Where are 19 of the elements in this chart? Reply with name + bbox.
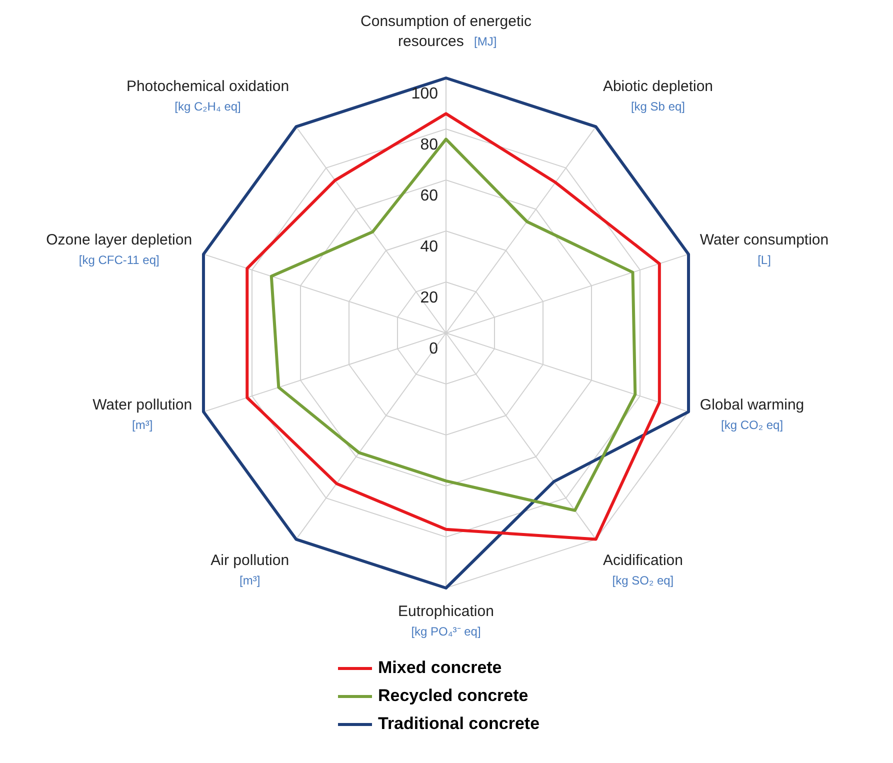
spoke-label: Global warming [kg CO₂ eq] [700, 396, 804, 432]
spoke-label: Air pollution [m³] [210, 552, 290, 588]
spoke-label: Abiotic depletion [kg Sb eq] [602, 78, 714, 114]
spoke-label: Acidification [kg SO₂ eq] [602, 552, 683, 588]
y-tick-label: 100 [411, 85, 438, 102]
spoke-label: Photochemical oxidation [kg C₂H₄ eq] [126, 78, 290, 114]
legend-label: Recycled concrete [378, 686, 528, 706]
y-tick-label: 80 [420, 136, 438, 154]
spoke-label: Consumption of energetic resources [MJ] [360, 13, 532, 50]
spoke-label: Water consumption [L] [700, 232, 829, 267]
y-tick-label: 20 [420, 289, 438, 306]
y-tick-label: 60 [420, 187, 438, 204]
spoke-label: Eutrophication [kg PO₄³⁻ eq] [398, 603, 494, 638]
y-tick-label: 0 [429, 340, 438, 358]
spoke-label: Ozone layer depletion [kg CFC-11 eq] [46, 232, 192, 267]
y-tick-label: 40 [420, 238, 438, 256]
spoke-label: Water pollution [m³] [92, 396, 192, 432]
legend-label: Mixed concrete [378, 658, 502, 678]
legend-label: Traditional concrete [378, 714, 540, 734]
